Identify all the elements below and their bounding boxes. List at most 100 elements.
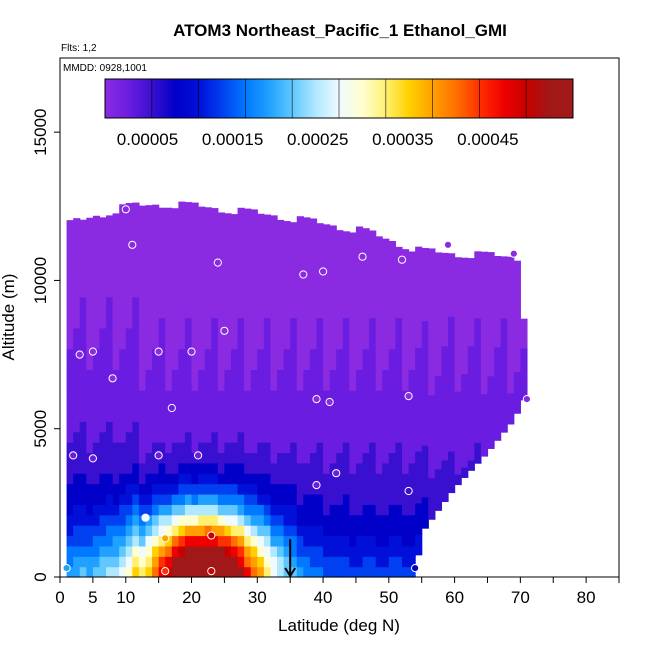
- observation-point: [312, 395, 321, 404]
- field-cell: [323, 255, 331, 267]
- field-cell: [461, 259, 469, 271]
- field-cell: [204, 410, 212, 422]
- field-cell: [441, 273, 449, 284]
- field-cell: [138, 473, 147, 485]
- field-cell: [204, 286, 212, 298]
- field-cell: [211, 390, 219, 402]
- field-cell: [79, 390, 87, 402]
- field-cell: [296, 327, 304, 339]
- field-cell: [73, 556, 81, 568]
- field-cell: [277, 431, 285, 443]
- field-cell: [369, 265, 377, 277]
- field-cell: [388, 338, 396, 350]
- field-cell: [138, 265, 147, 277]
- field-cell: [303, 255, 311, 267]
- field-cell: [513, 361, 521, 373]
- field-cell: [158, 473, 166, 485]
- field-cell: [277, 286, 285, 298]
- field-cell: [434, 281, 443, 293]
- field-cell: [448, 295, 456, 307]
- field-cell: [125, 390, 133, 402]
- field-cell: [92, 545, 101, 557]
- field-cell: [184, 234, 193, 246]
- dates-annotation: MMDD: 0928,1001: [63, 63, 147, 74]
- field-cell: [244, 348, 252, 360]
- field-cell: [132, 525, 140, 537]
- field-cell: [415, 544, 423, 556]
- field-cell: [204, 307, 212, 319]
- field-cell: [86, 431, 94, 443]
- field-cell: [244, 483, 252, 495]
- field-cell: [441, 407, 449, 419]
- field-cell: [86, 514, 94, 526]
- field-cell: [323, 421, 331, 433]
- field-cell: [132, 296, 140, 308]
- field-cell: [309, 400, 318, 412]
- field-cell: [507, 392, 515, 404]
- field-cell: [408, 410, 416, 422]
- field-cell: [165, 307, 173, 319]
- field-cell: [250, 296, 258, 308]
- field-cell: [79, 400, 87, 412]
- field-cell: [145, 545, 153, 557]
- field-cell: [132, 338, 140, 350]
- field-cell: [158, 359, 166, 370]
- field-cell: [375, 452, 383, 464]
- x-tick-label: 70: [511, 588, 530, 607]
- field-cell: [204, 359, 212, 370]
- field-cell: [191, 224, 199, 236]
- field-cell: [86, 556, 94, 568]
- field-cell: [296, 234, 304, 246]
- field-cell: [355, 421, 364, 433]
- field-cell: [257, 525, 265, 537]
- field-cell: [329, 556, 337, 568]
- field-cell: [309, 462, 318, 474]
- field-cell: [415, 367, 423, 379]
- field-cell: [99, 234, 107, 246]
- field-cell: [362, 525, 370, 537]
- field-cell: [178, 442, 186, 454]
- field-cell: [66, 504, 74, 516]
- field-cell: [158, 286, 166, 298]
- field-cell: [106, 556, 114, 568]
- field-cell: [408, 286, 416, 298]
- field-cell: [73, 296, 81, 308]
- field-cell: [474, 307, 482, 319]
- colorbar-segment: [198, 79, 223, 118]
- field-cell: [342, 379, 350, 391]
- field-cell: [106, 400, 114, 412]
- field-cell: [66, 348, 74, 360]
- field-cell: [355, 390, 364, 402]
- field-cell: [152, 545, 160, 557]
- field-cell: [119, 493, 127, 505]
- field-cell: [99, 410, 107, 422]
- field-cell: [428, 342, 436, 354]
- field-cell: [112, 348, 120, 360]
- field-cell: [198, 493, 206, 505]
- field-cell: [73, 255, 81, 267]
- field-cell: [362, 431, 370, 443]
- field-cell: [158, 213, 166, 225]
- field-cell: [263, 265, 272, 277]
- field-cell: [283, 504, 291, 516]
- field-cell: [480, 289, 489, 301]
- field-cell: [349, 535, 357, 547]
- field-cell: [270, 556, 278, 568]
- field-cell: [474, 400, 482, 412]
- field-cell: [303, 473, 311, 485]
- field-cell: [454, 380, 462, 392]
- field-cell: [329, 504, 337, 516]
- colorbar-segment: [175, 79, 199, 118]
- field-cell: [191, 275, 199, 287]
- field-cell: [211, 442, 219, 454]
- field-cell: [408, 504, 416, 516]
- field-cell: [500, 297, 508, 309]
- field-cell: [369, 275, 377, 287]
- field-cell: [191, 421, 199, 433]
- field-cell: [494, 256, 502, 265]
- field-cell: [138, 556, 147, 568]
- field-cell: [86, 535, 94, 547]
- field-cell: [112, 359, 120, 370]
- field-cell: [73, 400, 81, 412]
- field-cell: [250, 359, 258, 370]
